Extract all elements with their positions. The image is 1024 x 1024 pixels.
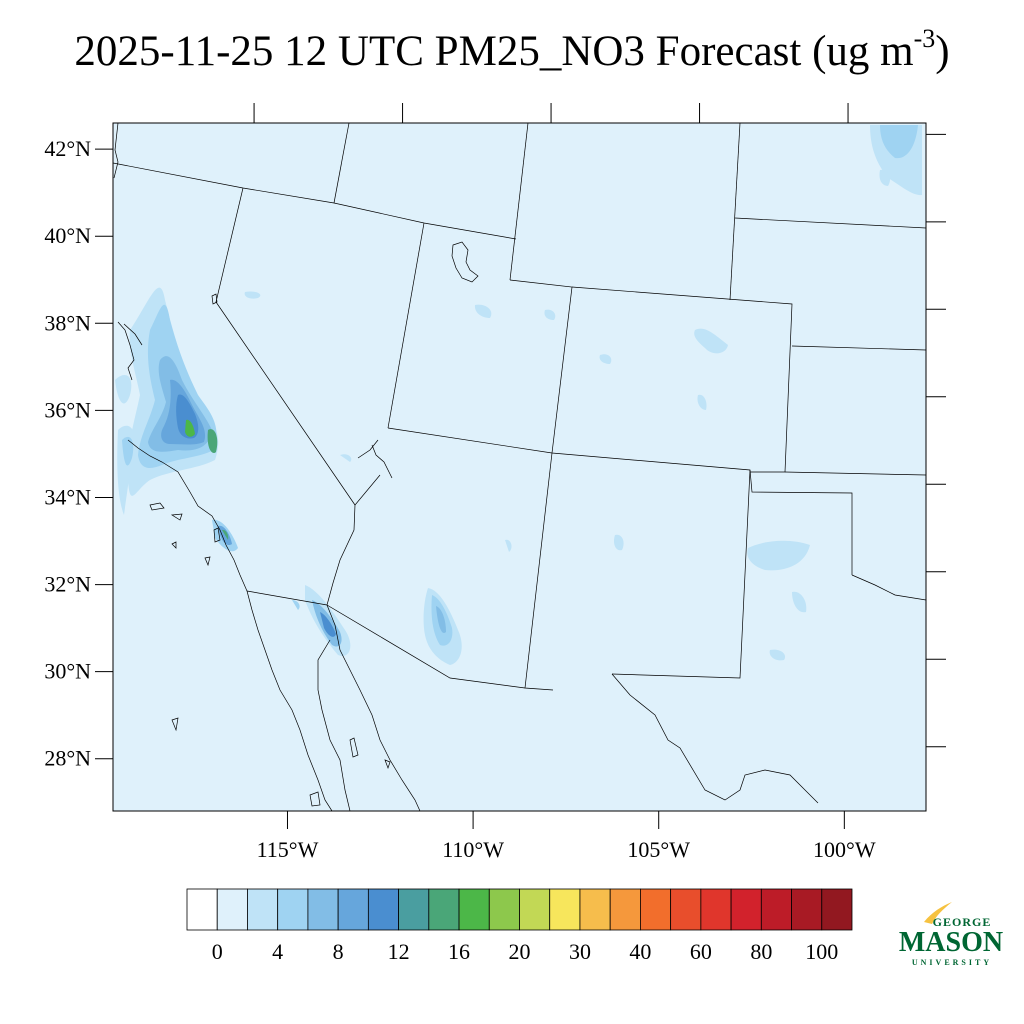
colorbar-swatch — [367, 888, 399, 931]
scattered-patches — [244, 169, 891, 661]
colorbar-label: 16 — [448, 939, 470, 964]
colorbar-swatch — [247, 888, 279, 931]
latitude-labels: 28°N 30°N 32°N 34°N 36°N 38°N 40°N 42°N — [44, 136, 91, 771]
lat-label: 40°N — [44, 223, 91, 248]
colorbar-swatch — [277, 888, 309, 931]
lon-label: 105°W — [627, 837, 690, 862]
lat-label: 30°N — [44, 659, 91, 684]
colorbar-swatch — [337, 888, 369, 931]
logo-line2: MASON — [899, 927, 1003, 958]
lat-label: 36°N — [44, 397, 91, 422]
lat-label: 38°N — [44, 310, 91, 335]
colorbar-swatch — [519, 888, 551, 931]
concentration-overlays — [115, 125, 922, 665]
colorbar-swatch — [428, 888, 460, 931]
lon-label: 110°W — [442, 837, 504, 862]
colorbar-swatch — [398, 888, 430, 931]
colorbar-label: 80 — [750, 939, 772, 964]
geographic-boundaries — [113, 123, 926, 811]
logo-line3: UNIVERSITY — [912, 958, 992, 967]
colorbar-label: 30 — [569, 939, 591, 964]
colorbar-label: 0 — [212, 939, 223, 964]
logo-swoosh-icon — [924, 902, 952, 924]
arizona-plume — [423, 588, 462, 665]
colorbar-label: 4 — [272, 939, 283, 964]
logo-line1: GEORGE — [933, 915, 992, 929]
lat-label: 34°N — [44, 484, 91, 509]
colorbar-labels: 0 4 8 12 16 20 30 40 60 80 100 — [212, 939, 839, 964]
lat-label: 32°N — [44, 572, 91, 597]
colorbar-swatch — [670, 888, 702, 931]
colorbar-swatch — [458, 888, 490, 931]
gulf-california-plume — [292, 585, 351, 656]
colorbar — [186, 888, 853, 931]
title-main: 2025-11-25 12 UTC PM25_NO3 Forecast (ug … — [74, 28, 914, 75]
colorbar-swatch — [579, 888, 611, 931]
page-title: 2025-11-25 12 UTC PM25_NO3 Forecast (ug … — [0, 24, 1024, 75]
colorbar-label: 100 — [805, 939, 838, 964]
colorbar-swatch — [791, 888, 823, 931]
colorbar-swatch — [186, 888, 218, 931]
lat-label: 42°N — [44, 136, 91, 161]
colorbar-swatch — [549, 888, 581, 931]
colorbar-swatch — [609, 888, 641, 931]
colorbar-swatch — [730, 888, 762, 931]
map-border — [112, 122, 927, 812]
california-plume — [115, 287, 238, 552]
title-superscript: -3 — [913, 24, 936, 53]
lon-label: 115°W — [257, 837, 319, 862]
colorbar-label: 60 — [690, 939, 712, 964]
colorbar-swatch — [700, 888, 732, 931]
colorbar-swatch — [760, 888, 792, 931]
colorbar-label: 40 — [629, 939, 651, 964]
colorbar-swatch — [307, 888, 339, 931]
colorbar-swatch — [640, 888, 672, 931]
colorbar-swatch — [216, 888, 248, 931]
gmu-logo: GEORGE MASON UNIVERSITY — [899, 902, 1003, 967]
longitude-labels: 115°W 110°W 105°W 100°W — [257, 837, 876, 862]
colorbar-swatch — [488, 888, 520, 931]
lon-label: 100°W — [813, 837, 876, 862]
colorbar-label: 8 — [333, 939, 344, 964]
iowa-plume — [870, 125, 922, 196]
colorbar-label: 12 — [388, 939, 410, 964]
title-close: ) — [935, 28, 950, 75]
colorbar-swatch — [821, 888, 853, 931]
map-frame-fill — [113, 123, 926, 811]
colorbar-label: 20 — [509, 939, 531, 964]
axis-ticks — [95, 103, 946, 829]
lat-label: 28°N — [44, 746, 91, 771]
